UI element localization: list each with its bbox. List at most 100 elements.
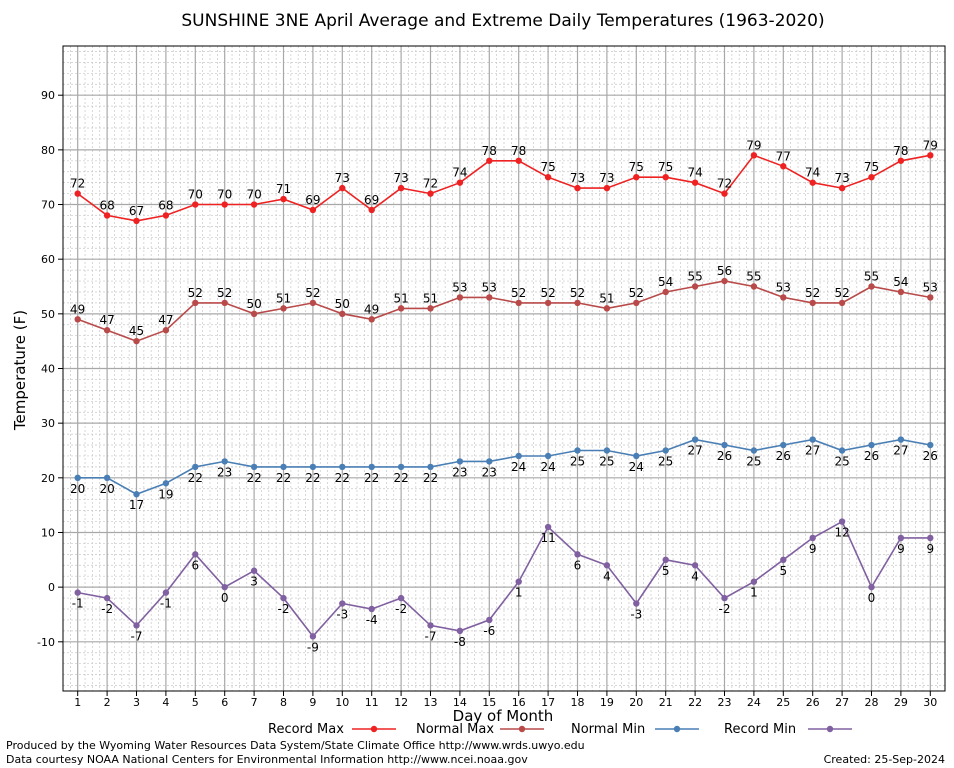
- record-min-data-label: 9: [897, 542, 905, 556]
- grid: [62, 46, 946, 691]
- record-min-data-label: 3: [250, 575, 258, 589]
- record-max-point: [515, 157, 522, 164]
- x-tick-label: 4: [162, 696, 169, 709]
- normal-max-data-label: 54: [658, 275, 673, 289]
- record-min-point: [456, 627, 464, 635]
- normal-min-data-label: 25: [658, 454, 673, 468]
- record-max-data-label: 74: [687, 166, 702, 180]
- normal-min-data-label: 22: [423, 471, 438, 485]
- normal-min-point: [250, 463, 258, 471]
- record-min-data-label: -3: [336, 608, 348, 622]
- record-min-data-label: -2: [719, 602, 731, 616]
- normal-min-data-label: 26: [864, 449, 879, 463]
- normal-min-point: [838, 447, 846, 454]
- normal-max-point: [750, 283, 758, 290]
- record-min-data-label: -1: [160, 597, 172, 611]
- normal-max-data-label: 51: [423, 291, 438, 305]
- record-max-data-label: 72: [423, 177, 438, 191]
- normal-max-data-label: 51: [276, 291, 291, 305]
- normal-max-data-label: 53: [776, 280, 791, 294]
- record-max-point: [133, 217, 140, 225]
- record-min-data-label: 6: [191, 558, 199, 572]
- normal-min-point: [192, 463, 199, 471]
- normal-max-data-label: 53: [452, 280, 467, 294]
- record-min-point: [192, 551, 199, 558]
- record-max-data-label: 69: [364, 193, 379, 207]
- normal-max-data-label: 52: [629, 286, 644, 300]
- record-max-data-label: 67: [129, 204, 144, 218]
- record-min-point: [250, 567, 258, 574]
- record-min-data-label: 9: [926, 542, 934, 556]
- normal-max-point: [633, 299, 640, 307]
- normal-min-data-label: 22: [393, 471, 408, 485]
- record-min-point: [897, 534, 905, 542]
- normal-max-point: [927, 294, 934, 301]
- y-tick-label: 10: [41, 526, 55, 539]
- normal-min-point: [280, 463, 287, 471]
- normal-max-point: [368, 316, 375, 323]
- record-min-point: [133, 622, 140, 629]
- record-max-point: [603, 184, 611, 192]
- record-max-data-label: 73: [570, 171, 585, 185]
- record-max-point: [927, 152, 934, 159]
- record-min-data-label: 1: [750, 586, 758, 600]
- normal-max-point: [397, 305, 405, 312]
- record-min-point: [427, 622, 434, 629]
- normal-max-line: [77, 280, 931, 343]
- normal-min-point: [486, 458, 493, 465]
- normal-max-data-label: 56: [717, 264, 732, 278]
- record-max-data-label: 73: [834, 171, 849, 185]
- x-tick-label: 6: [221, 696, 228, 709]
- record-min-data-label: 1: [515, 586, 523, 600]
- x-tick-label: 9: [309, 696, 316, 709]
- record-min-point: [515, 578, 522, 585]
- record-max-data-label: 70: [246, 188, 261, 202]
- record-max-data-label: 74: [805, 166, 820, 180]
- normal-max-data-label: 53: [923, 280, 938, 294]
- x-tick-label: 5: [192, 696, 199, 709]
- normal-max-point: [574, 299, 581, 307]
- normal-min-point: [750, 447, 758, 454]
- record-min-point: [74, 589, 81, 596]
- x-tick-label: 24: [747, 696, 761, 709]
- normal-min-point: [603, 447, 611, 454]
- record-max-point: [368, 206, 375, 214]
- record-min-data-label: -6: [483, 624, 495, 638]
- normal-min-point: [368, 463, 375, 471]
- record-max-point: [662, 173, 669, 181]
- record-min-data-label: -1: [72, 597, 84, 611]
- record-max-point: [103, 212, 111, 219]
- record-max-point: [221, 201, 228, 208]
- record-min-point: [397, 594, 405, 602]
- record-min-data-label: 0: [221, 591, 229, 605]
- normal-min-data-label: 23: [217, 465, 232, 479]
- normal-min-point: [780, 441, 787, 449]
- record-min-point: [221, 583, 228, 591]
- record-max-point: [633, 173, 640, 181]
- record-min-point: [162, 589, 170, 596]
- normal-min-point: [515, 452, 522, 460]
- record-min-point: [103, 594, 111, 602]
- record-min-data-label: 5: [779, 564, 787, 578]
- x-tick-label: 28: [865, 696, 879, 709]
- record-min-point: [927, 534, 934, 542]
- record-max-point: [544, 173, 552, 181]
- legend-marker-record-min: [826, 725, 834, 733]
- normal-min-data-label: 22: [364, 471, 379, 485]
- footer-produced-by: Produced by the Wyoming Water Resources …: [6, 739, 585, 752]
- legend-label-record-min: Record Min: [724, 722, 796, 737]
- record-min-data-label: 11: [540, 531, 555, 545]
- normal-min-point: [574, 447, 581, 454]
- x-tick-label: 15: [482, 696, 496, 709]
- record-max-data-label: 77: [776, 149, 791, 163]
- normal-min-data-label: 20: [99, 482, 114, 496]
- x-tick-label: 22: [688, 696, 702, 709]
- normal-max-data-label: 45: [129, 324, 144, 338]
- normal-max-data-label: 52: [188, 286, 203, 300]
- legend-marker-normal-min: [673, 725, 681, 733]
- x-tick-label: 18: [571, 696, 585, 709]
- record-max-data-label: 72: [70, 177, 85, 191]
- record-max-data-label: 75: [540, 160, 555, 174]
- record-min-data-label: 4: [691, 569, 699, 583]
